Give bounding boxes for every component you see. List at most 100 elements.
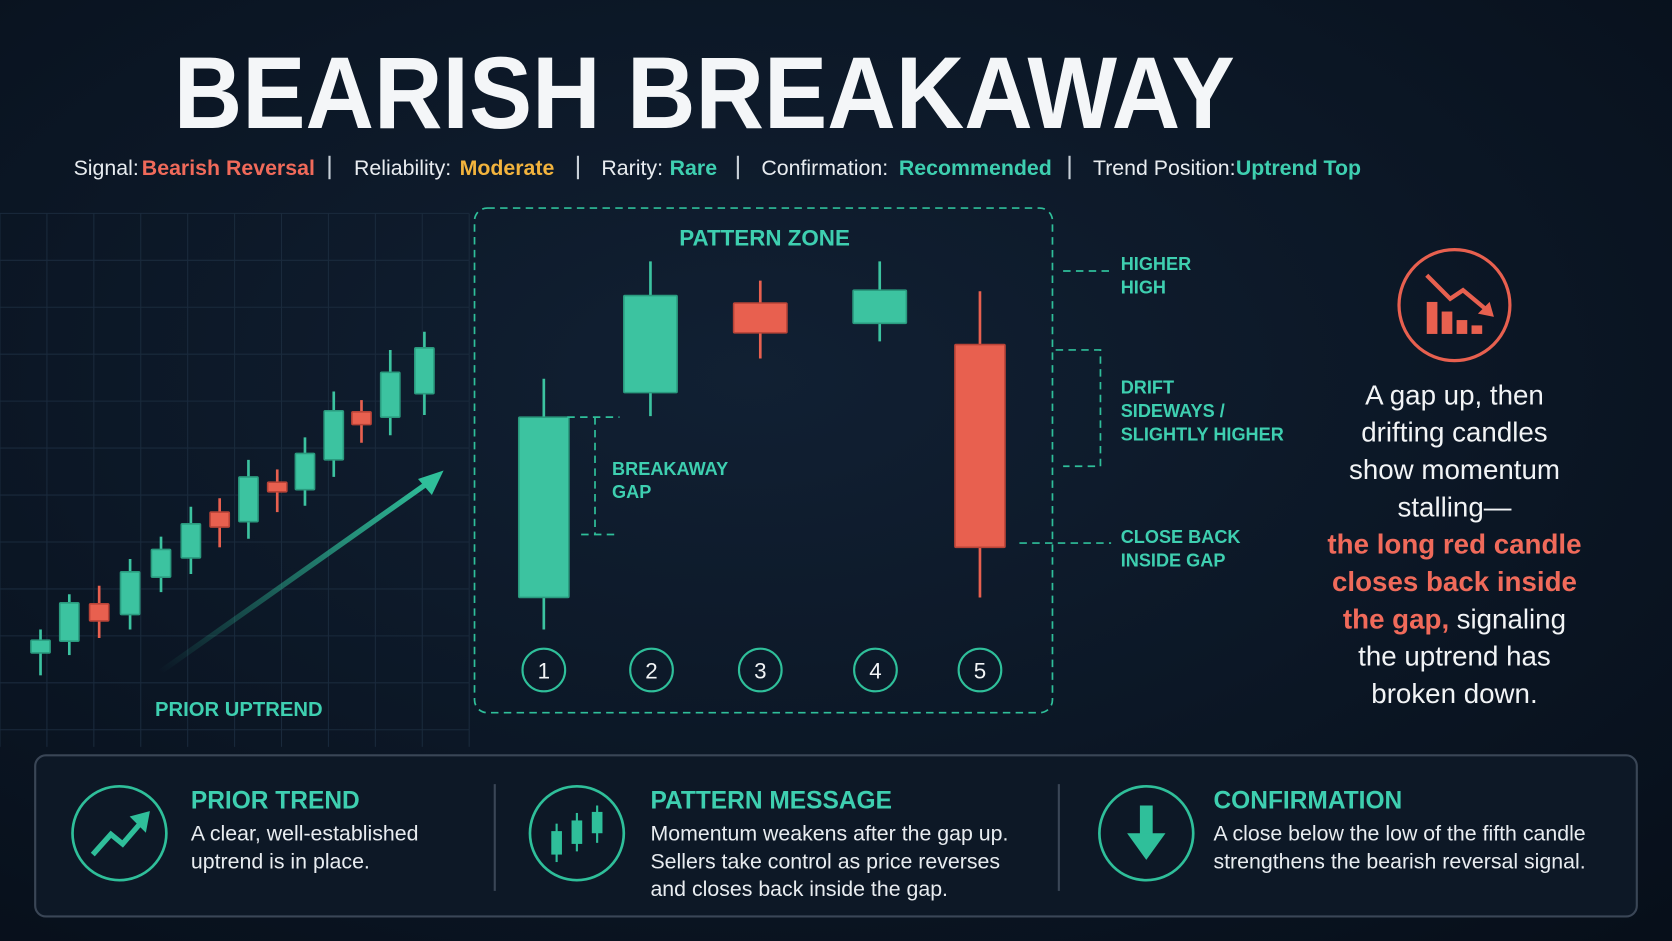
prior-uptrend-candles [30,331,435,676]
candle-body [58,601,80,643]
attribute-label: Reliability: [354,156,451,180]
candles-icon [551,805,603,863]
attribute-label: Trend Position: [1093,156,1236,180]
summary-line: drifting candles [1361,417,1547,448]
summary-text: A gap up, then [1365,379,1544,410]
candle-body [88,603,110,622]
card-icon-circle [71,784,168,882]
breakaway-gap-bracket [567,416,620,536]
candle-number: 4 [869,659,881,684]
card-text: uptrend is in place. [191,849,370,873]
summary-line: the uptrend has [1358,641,1551,672]
candle-body [266,481,288,493]
icon-bar [1441,311,1453,334]
annotation: BREAKAWAY [612,459,728,479]
attribute-value: Rare [670,156,718,180]
summary-line: the gap, signaling [1343,603,1566,634]
annotation: SLIGHTLY HIGHER [1121,425,1284,445]
attribute-value: Bearish Reversal [142,156,315,180]
card-text: Sellers take control as price reverses [650,849,1000,873]
number-circle [957,647,1003,693]
candle-body [294,452,316,491]
candle-body [517,416,570,599]
attribute-value: Uptrend Top [1236,156,1361,180]
card-text: Momentum weakens after the gap up. [650,822,1008,846]
candle-body [351,411,372,426]
card-text: and closes back inside the gap. [650,877,948,901]
candle-body [150,548,172,578]
candle-numbers: 1 2 3 4 5 [521,647,1003,693]
pattern-candles [517,261,1006,630]
summary-line: stalling— [1397,491,1511,522]
number-circle [629,647,674,693]
card-title: PATTERN MESSAGE [650,788,891,815]
summary-line: the long red candle [1327,529,1581,560]
icon-circle [1397,248,1512,363]
candle-number: 3 [754,659,766,684]
summary-text: the uptrend has [1358,641,1551,672]
candle-body [119,571,141,616]
card-title: PRIOR TREND [191,788,360,815]
pattern-zone-frame [473,207,1054,714]
number-circle [737,647,783,693]
trend-up-head [129,811,150,833]
card-text: A clear, well-established [191,822,419,846]
candle-number: 5 [974,659,986,684]
candle-body [323,409,345,461]
candle-body [209,511,231,528]
annotations: BREAKAWAY GAP HIGHER HIGH DRIFT SIDEWAYS / SLI… [612,254,1284,571]
annotation: HIGH [1121,277,1166,297]
attribute-label: Rarity: [601,156,663,180]
summary-line: closes back inside [1332,566,1577,597]
summary-text: show momentum [1349,454,1560,485]
icon-bar [1471,325,1483,334]
icon-bar [1456,320,1468,334]
title: BEARISH BREAKAWAY [174,35,1235,150]
attribute-value: Recommended [899,156,1052,180]
candle-body [180,523,202,559]
candle-body [732,302,788,334]
summary-text: drifting candles [1361,417,1547,448]
summary: A gap up, then drifting candles show momen… [1327,379,1581,709]
number-circle [853,647,898,693]
annotation: GAP [612,482,651,502]
icon-arrow-head [1477,301,1494,317]
attribute-value: Moderate [460,156,555,180]
candle-body [238,476,259,523]
card-title: CONFIRMATION [1213,788,1402,815]
number-circle [521,647,567,693]
candle-body [30,639,51,654]
candle-body [414,347,435,395]
card-text: strengthens the bearish reversal signal. [1213,849,1585,873]
attributes: Signal: Bearish Reversal Reliability: Moder… [74,155,1361,180]
summary-highlight: the long red candle [1327,529,1581,560]
down-arrow-shaft [1139,805,1153,836]
attribute-label: Signal: [74,156,139,180]
icon-arrow [1425,273,1490,314]
trend-arrow-head [418,470,444,496]
summary-highlight: closes back inside [1332,566,1577,597]
card-icon-circle [528,784,626,882]
trend-up-icon [90,818,145,857]
prior-uptrend-label: PRIOR UPTREND [155,699,323,721]
down-arrow-head [1127,833,1166,860]
card-text: A close below the low of the fifth candl… [1213,822,1585,846]
summary-text: broken down. [1371,678,1537,709]
trend-arrow [158,477,434,675]
summary-highlight: the gap, [1343,603,1449,634]
background-grid [0,212,470,747]
candle-body [623,294,678,394]
attribute-label: Confirmation: [761,156,888,180]
card-icons [71,784,1195,882]
icon-bar [1426,301,1438,334]
pattern-zone-title: PATTERN ZONE [679,225,850,250]
candle-body [379,371,401,418]
candle-body [852,289,908,325]
drift-bracket [1055,349,1102,468]
candle-body [954,343,1006,549]
card-icon-circle [1098,784,1195,882]
candle-number: 2 [645,659,657,684]
summary-text: signaling [1457,603,1566,634]
